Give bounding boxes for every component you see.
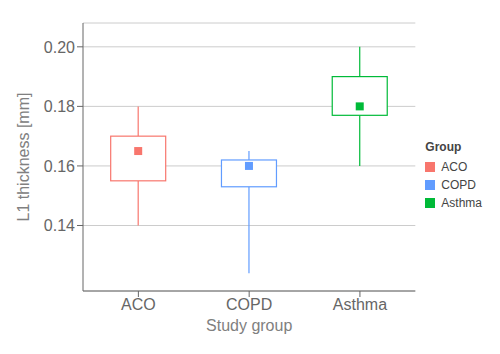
svg-text:0.18: 0.18	[44, 98, 75, 115]
svg-text:0.16: 0.16	[44, 158, 75, 175]
html-text:ACO: ACO	[441, 160, 468, 174]
html-text:COPD: COPD	[441, 178, 476, 192]
svg-text:0.14: 0.14	[44, 217, 75, 234]
svg-text:COPD: COPD	[226, 296, 272, 313]
html-text:Group: Group	[425, 140, 462, 154]
svg-text:0.20: 0.20	[44, 39, 75, 56]
svg-text:L1 thickness [mm]: L1 thickness [mm]	[15, 93, 32, 222]
svg-text:ACO: ACO	[121, 296, 156, 313]
svg-text:Asthma: Asthma	[333, 296, 387, 313]
svg-text:Study group: Study group	[206, 317, 292, 334]
html-text:Asthma: Asthma	[441, 196, 482, 210]
